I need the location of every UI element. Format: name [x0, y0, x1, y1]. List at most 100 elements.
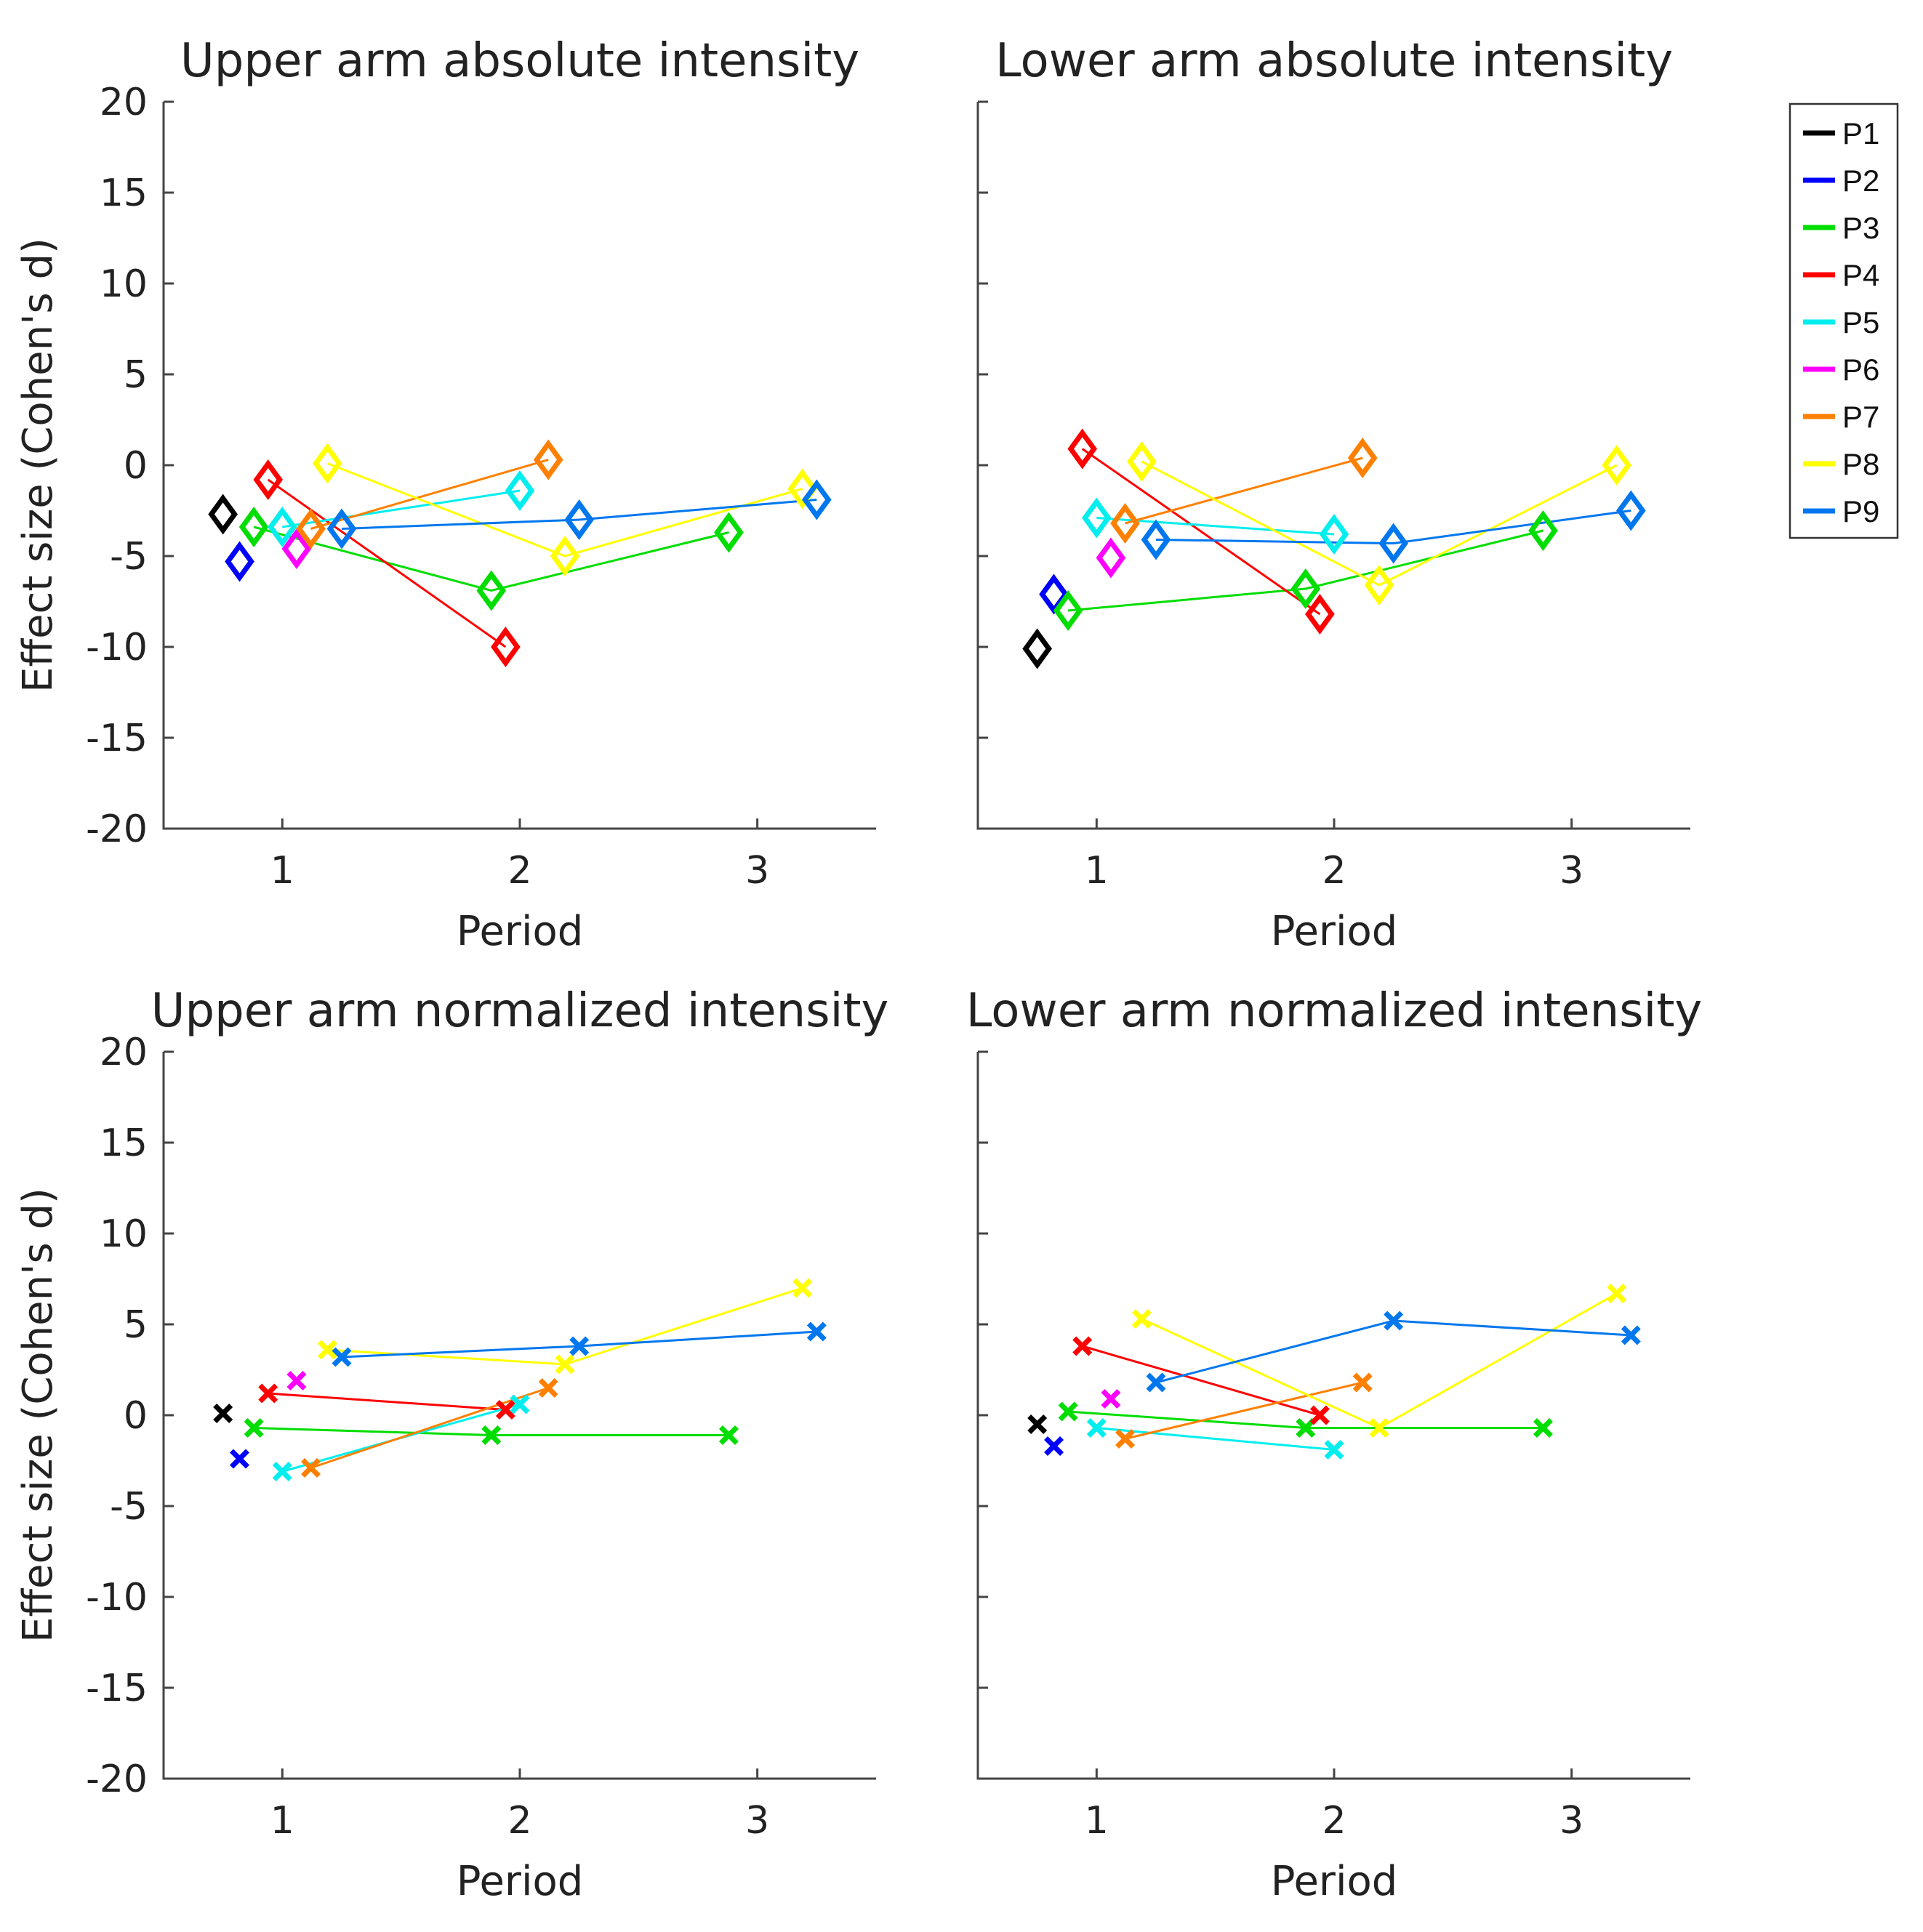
data-point-p3	[1058, 1401, 1078, 1422]
y-tick-label: -15	[86, 717, 148, 760]
x-tick-label: 1	[1085, 1799, 1109, 1843]
chart-title: Upper arm normalized intensity	[151, 984, 889, 1038]
data-point-p9	[569, 1336, 590, 1356]
legend-label-p5: P5	[1842, 305, 1879, 339]
data-point-p9	[806, 1321, 827, 1342]
data-point-p9	[326, 508, 357, 550]
y-tick-label: 5	[124, 353, 148, 397]
legend-label-p1: P1	[1842, 116, 1879, 150]
x-axis-label: Period	[1271, 1858, 1398, 1905]
x-tick-label: 2	[507, 849, 531, 893]
series-line-p5	[282, 489, 521, 528]
data-point-p9	[1384, 1311, 1404, 1331]
data-point-p1	[208, 494, 238, 535]
series-line-p8	[326, 462, 803, 558]
x-tick-label: 1	[1085, 849, 1109, 893]
x-tick-label: 2	[507, 1799, 531, 1843]
data-point-p4	[491, 627, 521, 667]
chart-title: Upper arm absolute intensity	[180, 34, 859, 88]
data-point-p4	[1309, 1405, 1330, 1425]
data-point-p5	[1086, 1418, 1107, 1438]
legend: P1 P2 P3 P4 P5 P6 P7 P8 P9	[1788, 102, 1899, 539]
x-axis-label: Period	[457, 908, 584, 955]
data-point-p8	[792, 1278, 813, 1298]
data-point-p9	[332, 1347, 352, 1367]
legend-label-p4: P4	[1842, 258, 1879, 292]
x-tick-label: 1	[270, 1799, 294, 1843]
series-line-p5	[1096, 1427, 1335, 1451]
series-markers	[208, 439, 832, 667]
y-tick-label: 15	[100, 1122, 148, 1165]
y-tick-label: -20	[86, 1758, 148, 1801]
data-point-p8	[1369, 1418, 1389, 1438]
data-point-p3	[1290, 568, 1321, 609]
series-line-p7	[1125, 1381, 1363, 1440]
series-line-p8	[327, 1287, 803, 1366]
data-point-p8	[787, 468, 818, 510]
data-point-p7	[301, 1458, 321, 1478]
y-tick-label: 0	[124, 444, 148, 488]
data-point-p4	[1072, 1336, 1093, 1356]
data-point-p7	[1347, 438, 1378, 478]
data-point-p3	[1296, 1418, 1316, 1438]
y-tick-label: -10	[86, 1576, 148, 1619]
y-axis-label: Effect size (Cohen's d)	[15, 1188, 62, 1643]
data-point-p8	[550, 536, 580, 576]
legend-label-p2: P2	[1842, 164, 1879, 198]
data-point-p6	[281, 528, 312, 569]
data-point-p2	[1044, 1436, 1064, 1456]
y-tick-label: -15	[86, 1667, 148, 1710]
data-point-p4	[1305, 594, 1335, 635]
y-tick-label: 0	[124, 1394, 148, 1438]
data-point-p3	[1533, 1418, 1553, 1438]
x-axis-label: Period	[1271, 908, 1398, 955]
legend-label-p9: P9	[1842, 494, 1879, 528]
x-tick-label: 3	[745, 1799, 769, 1843]
series-line-p9	[1155, 510, 1631, 545]
series-line-p3	[253, 526, 729, 592]
chart-panel-4: Lower arm normalized intensity 1 2 3 Period	[966, 984, 1703, 1905]
data-point-p1	[1027, 1414, 1048, 1434]
legend-label-p7: P7	[1842, 400, 1879, 434]
series-markers	[1027, 1284, 1641, 1460]
data-point-p4	[253, 459, 284, 500]
data-point-p5	[268, 507, 297, 547]
data-point-p9	[1616, 490, 1646, 531]
y-tick-label: -10	[86, 626, 148, 669]
series-markers	[1022, 428, 1646, 669]
series-line-p7	[310, 1387, 549, 1469]
data-point-p9	[802, 479, 832, 520]
chart-panel-1: Upper arm absolute intensity -20 -15 -10 -5 0…	[15, 34, 876, 955]
data-point-p9	[1378, 523, 1408, 564]
panels-group: Upper arm absolute intensity -20 -15 -10 -5 0…	[15, 34, 1702, 1905]
data-point-p8	[1602, 445, 1632, 486]
y-tick-label: 20	[100, 81, 148, 124]
data-point-p3	[1528, 510, 1558, 551]
data-point-p5	[1319, 514, 1349, 555]
data-point-p9	[564, 499, 594, 540]
x-tick-label: 1	[270, 849, 294, 893]
data-point-p5	[505, 470, 535, 511]
data-point-p1	[1022, 628, 1052, 669]
series-line-p9	[341, 499, 817, 530]
series-markers	[213, 1278, 827, 1481]
y-tick-label: -20	[86, 808, 148, 851]
chart-panel-2: Lower arm absolute intensity 1 2 3 Period	[976, 34, 1690, 955]
series-line-p9	[1155, 1319, 1631, 1384]
data-point-p2	[230, 1449, 250, 1469]
series-lines	[253, 459, 817, 648]
data-point-p8	[555, 1354, 575, 1374]
data-point-p6	[1096, 537, 1126, 579]
legend-label-p3: P3	[1842, 211, 1879, 245]
data-point-p8	[317, 1340, 337, 1360]
y-tick-label: 5	[124, 1303, 148, 1347]
series-line-p7	[310, 459, 549, 530]
chart-title: Lower arm normalized intensity	[966, 984, 1703, 1038]
data-point-p5	[1324, 1440, 1344, 1460]
data-point-p7	[538, 1378, 558, 1398]
data-point-p7	[1352, 1372, 1373, 1393]
y-tick-label: 20	[100, 1031, 148, 1074]
data-point-p3	[238, 507, 269, 547]
data-point-p6	[1101, 1389, 1121, 1409]
data-point-p3	[714, 512, 744, 553]
